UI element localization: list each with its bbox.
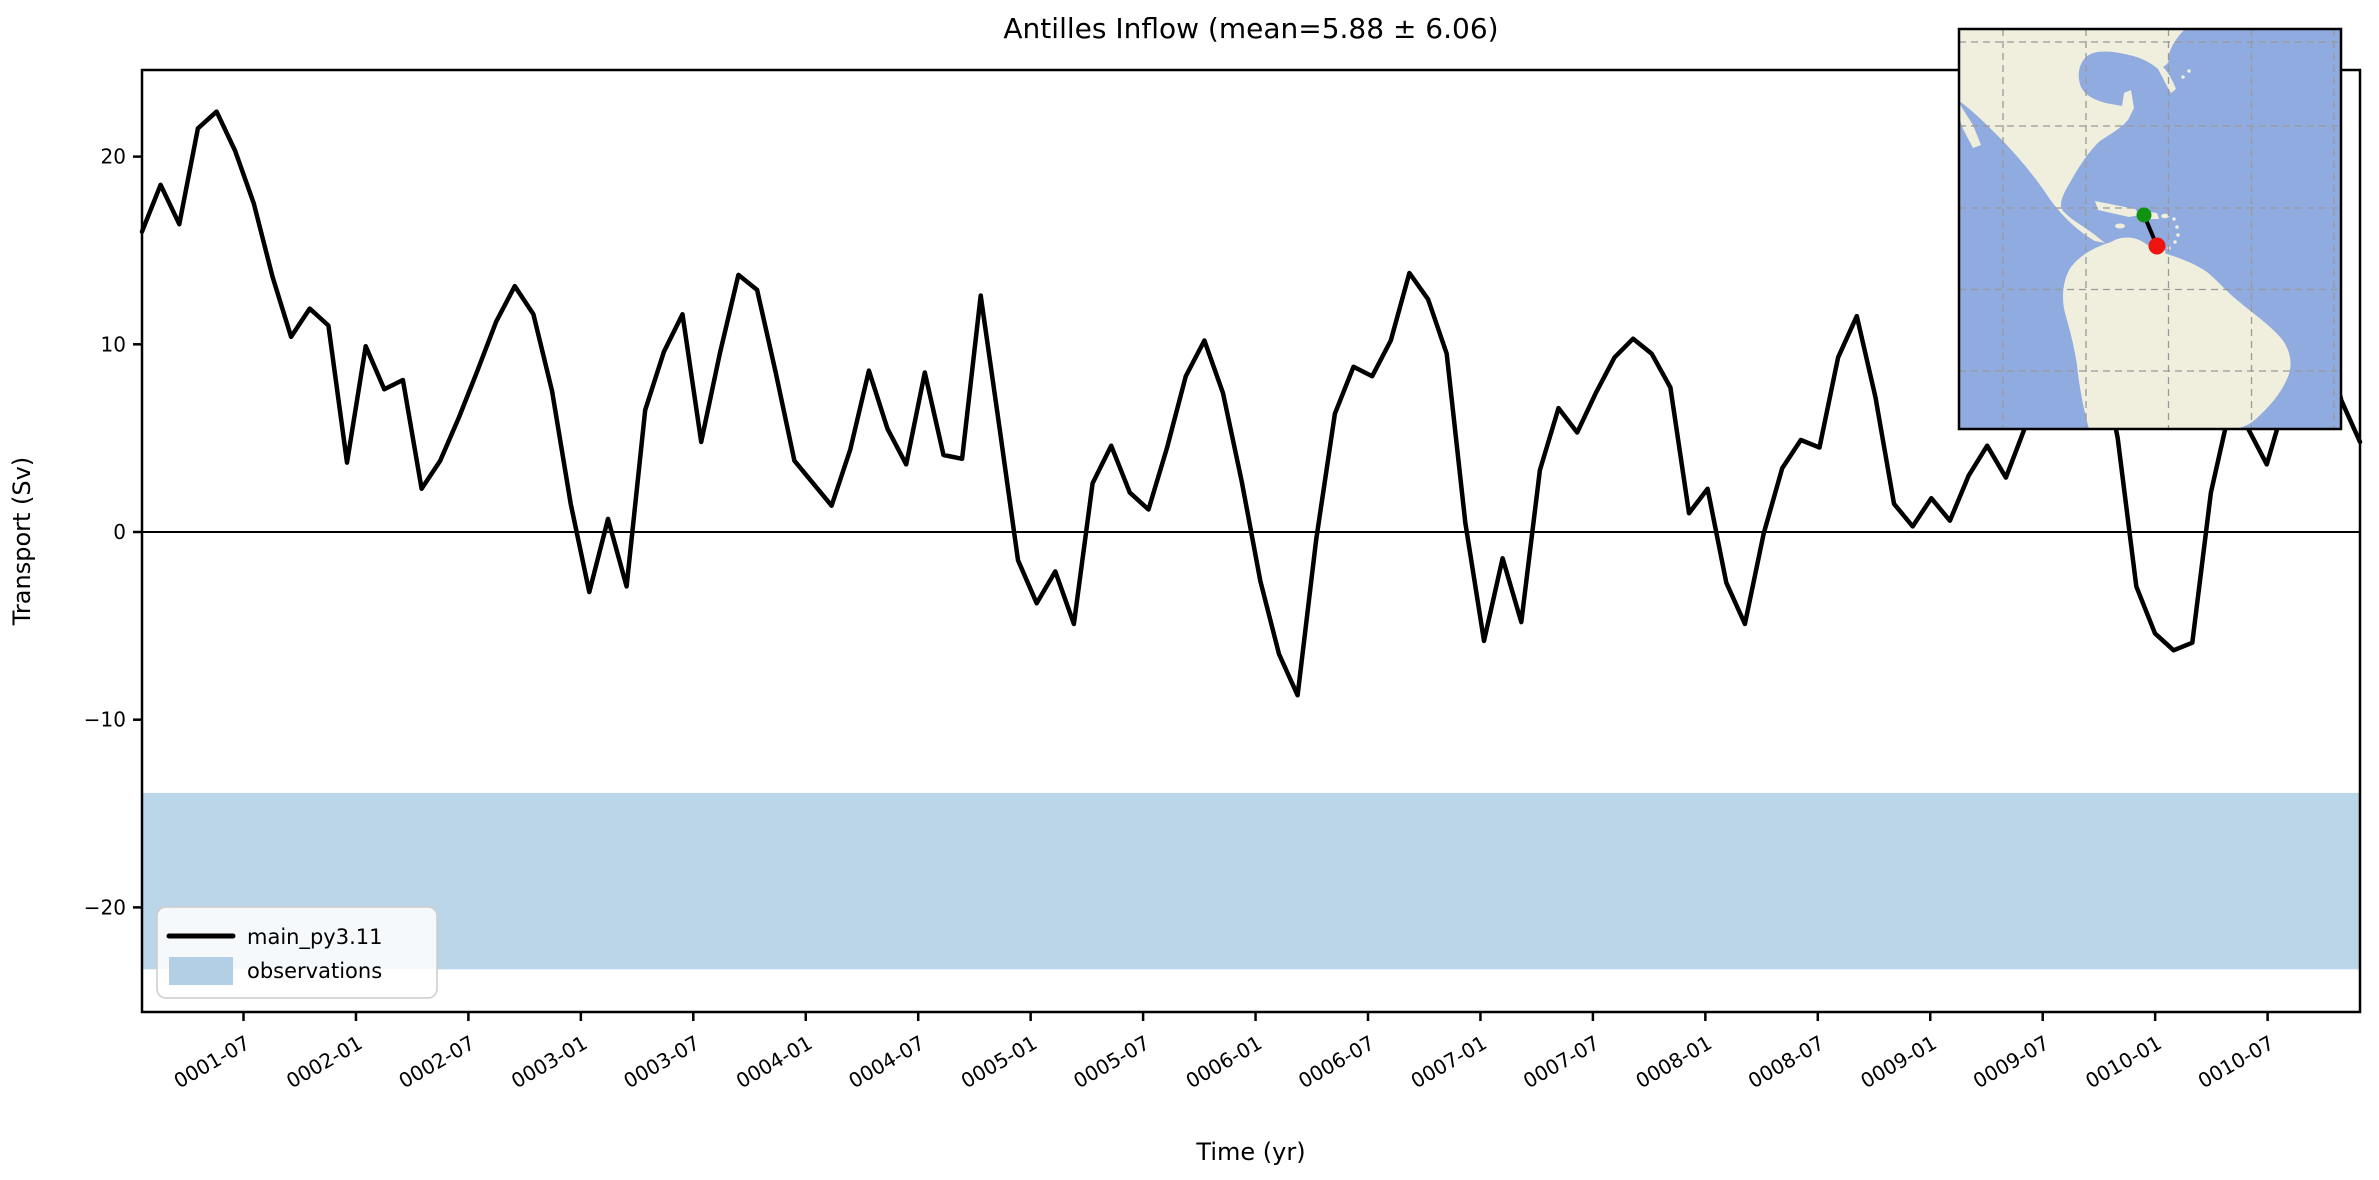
map-border bbox=[1957, 27, 2343, 431]
transport-series-line bbox=[139, 109, 2363, 698]
observations-band bbox=[142, 792, 2360, 970]
x-tick-label: 0007-07 bbox=[1519, 1031, 1603, 1094]
legend-patch-swatch bbox=[169, 957, 233, 985]
y-tick-label: −20 bbox=[84, 895, 126, 919]
map-land-islet bbox=[2176, 233, 2180, 237]
map-land-cuba bbox=[2095, 201, 2140, 217]
x-tick-label: 0002-07 bbox=[395, 1031, 479, 1094]
map-land-islet bbox=[2187, 69, 2191, 73]
x-tick-label: 0004-07 bbox=[844, 1031, 928, 1094]
map-land-baja bbox=[1959, 103, 1981, 148]
x-tick-label: 0008-07 bbox=[1744, 1031, 1828, 1094]
map-land-islet bbox=[2175, 225, 2179, 229]
map-land-islet bbox=[2173, 240, 2177, 244]
legend-label-observations: observations bbox=[247, 959, 382, 983]
x-tick-label: 0007-01 bbox=[1407, 1031, 1491, 1094]
x-tick-label: 0002-01 bbox=[282, 1031, 366, 1094]
x-tick-label: 0009-07 bbox=[1969, 1031, 2053, 1094]
y-tick-label: 20 bbox=[101, 145, 126, 169]
x-tick-label: 0003-01 bbox=[507, 1031, 591, 1094]
x-tick-label: 0003-07 bbox=[619, 1031, 703, 1094]
x-tick-label: 0009-01 bbox=[1856, 1031, 1940, 1094]
y-tick-label: −10 bbox=[84, 708, 126, 732]
section-end-marker bbox=[2148, 237, 2166, 255]
map-land-north-america bbox=[1959, 29, 2185, 243]
x-tick-label: 0006-01 bbox=[1182, 1031, 1266, 1094]
map-land-islet bbox=[2172, 217, 2176, 221]
x-tick-label: 0005-07 bbox=[1069, 1031, 1153, 1094]
x-tick-label: 0001-07 bbox=[170, 1031, 254, 1094]
axes-spines bbox=[140, 68, 2362, 1014]
x-tick-label: 0004-01 bbox=[732, 1031, 816, 1094]
x-tick-label: 0006-07 bbox=[1294, 1031, 1378, 1094]
y-tick-label: 10 bbox=[101, 332, 126, 356]
y-axis-ticks: 20 10 0 −10 −20 bbox=[84, 145, 142, 919]
x-tick-label: 0008-01 bbox=[1631, 1031, 1715, 1094]
inset-locator-map bbox=[1957, 27, 2343, 431]
y-axis-label: Transport (Sv) bbox=[8, 457, 36, 626]
section-start-marker bbox=[2136, 207, 2152, 223]
x-tick-label: 0010-01 bbox=[2081, 1031, 2165, 1094]
x-tick-label: 0010-07 bbox=[2194, 1031, 2278, 1094]
x-axis-label: Time (yr) bbox=[1195, 1138, 1305, 1166]
map-land-islet bbox=[2181, 75, 2185, 79]
legend: main_py3.11 observations bbox=[156, 906, 438, 999]
x-axis-ticks: 0001-07 0002-01 0002-07 0003-01 0003-07 0004-… bbox=[170, 1012, 2278, 1093]
y-tick-label: 0 bbox=[113, 520, 126, 544]
map-land-jamaica bbox=[2115, 223, 2125, 229]
map-land-south-america bbox=[2063, 237, 2291, 429]
chart-title: Antilles Inflow (mean=5.88 ± 6.06) bbox=[1003, 12, 1498, 45]
x-tick-label: 0005-01 bbox=[957, 1031, 1041, 1094]
map-land-puerto-rico bbox=[2161, 213, 2169, 219]
legend-label-main: main_py3.11 bbox=[247, 925, 383, 950]
